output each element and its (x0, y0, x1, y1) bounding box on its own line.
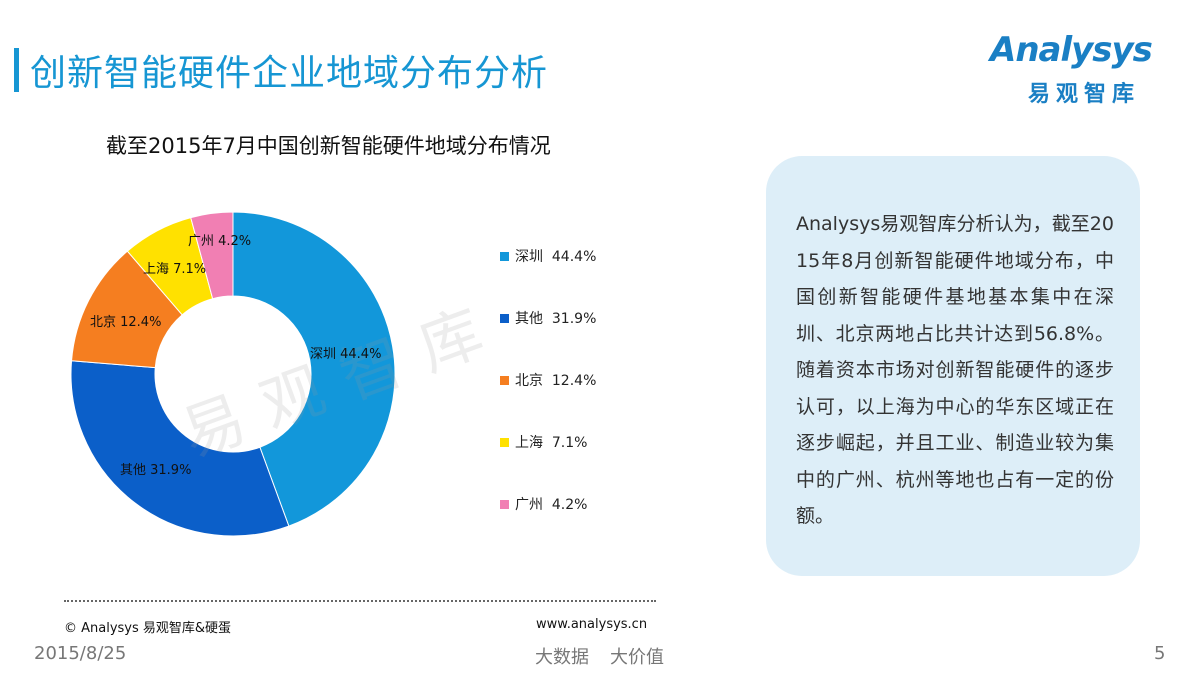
legend-label-2: 北京 12.4% (515, 373, 597, 389)
legend-label-0: 深圳 44.4% (515, 249, 597, 265)
slice-label-2: 北京 12.4% (90, 315, 161, 330)
legend-label-3: 上海 7.1% (515, 435, 588, 451)
slice-1 (70, 360, 290, 537)
legend-swatch-0 (500, 251, 509, 261)
footer-divider (64, 600, 656, 602)
report-date: 2015/8/25 (34, 643, 127, 664)
legend-swatch-4 (500, 499, 509, 509)
legend-swatch-2 (500, 375, 509, 385)
slice-4 (190, 211, 234, 300)
slice-label-0: 深圳 44.4% (310, 347, 381, 362)
legend-label-4: 广州 4.2% (515, 497, 588, 513)
legend-item-4: 广州 4.2% (500, 494, 587, 514)
analysis-callout: Analysys易观智库分析认为，截至2015年8月创新智能硬件地域分布，中国创… (766, 156, 1140, 576)
legend-item-0: 深圳 44.4% (500, 246, 596, 266)
donut-chart: 易观智库 深圳 44.4%其他 31.9%北京 12.4%上海 7.1%广州 4… (70, 211, 513, 537)
slice-0 (232, 211, 396, 527)
slice-label-3: 上海 7.1% (143, 262, 206, 277)
legend-swatch-3 (500, 437, 509, 447)
chart-title: 截至2015年7月中国创新智能硬件地域分布情况 (106, 134, 551, 158)
title-accent-bar (14, 48, 19, 92)
website-link[interactable]: www.analysys.cn (536, 617, 648, 632)
slice-label-1: 其他 31.9% (120, 463, 191, 478)
legend-item-3: 上海 7.1% (500, 432, 587, 452)
analysys-logo: Analysys 易观智库 (990, 30, 1165, 110)
logo-wordmark: Analysys (990, 30, 1153, 70)
legend-label-1: 其他 31.9% (515, 311, 597, 327)
legend-item-1: 其他 31.9% (500, 308, 596, 328)
slogan-big-data: 大数据 (535, 647, 589, 668)
slogan-big-value: 大价值 (610, 647, 664, 668)
page-number: 5 (1154, 643, 1166, 664)
legend-swatch-1 (500, 313, 509, 323)
page-title: 创新智能硬件企业地域分布分析 (30, 53, 549, 94)
legend-item-2: 北京 12.4% (500, 370, 596, 390)
callout-text: Analysys易观智库分析认为，截至2015年8月创新智能硬件地域分布，中国创… (796, 213, 1114, 527)
logo-chinese-name: 易观智库 (1028, 82, 1141, 107)
slice-label-4: 广州 4.2% (188, 234, 251, 249)
copyright-text: © Analysys 易观智库&硬蛋 (64, 621, 232, 636)
